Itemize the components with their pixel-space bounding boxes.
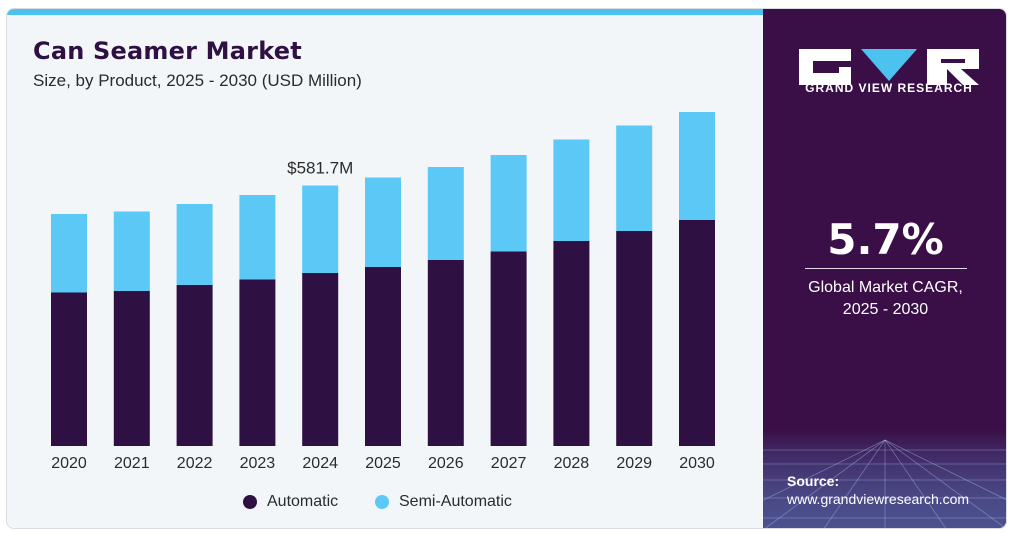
bar-semi-automatic-2023 <box>239 195 276 280</box>
x-tick-label-2027: 2027 <box>491 455 527 472</box>
bar-automatic-2027 <box>490 251 527 446</box>
source-url: www.grandviewresearch.com <box>787 491 970 507</box>
x-tick-label-2025: 2025 <box>365 455 401 472</box>
bar-automatic-2029 <box>616 231 653 446</box>
bar-automatic-2024 <box>302 273 339 446</box>
x-tick-label-2023: 2023 <box>240 455 276 472</box>
bar-automatic-2020 <box>51 292 87 446</box>
bar-automatic-2023 <box>239 279 276 446</box>
cagr-label-line1: Global Market CAGR, <box>808 279 963 296</box>
bar-automatic-2028 <box>553 241 590 446</box>
chart-title: Can Seamer Market <box>33 37 302 65</box>
legend-item-semi-automatic: Semi-Automatic <box>375 493 512 511</box>
grand-view-research-logo <box>799 49 979 85</box>
legend-label-automatic: Automatic <box>267 493 339 510</box>
x-tick-label-2026: 2026 <box>428 455 464 472</box>
bar-semi-automatic-2029 <box>616 125 653 231</box>
bar-semi-automatic-2020 <box>51 214 87 293</box>
bar-automatic-2025 <box>365 267 401 446</box>
bar-semi-automatic-2030 <box>679 112 715 220</box>
cagr-label-line2: 2025 - 2030 <box>842 301 929 318</box>
bar-automatic-2022 <box>176 285 213 446</box>
accent-bar <box>7 9 763 15</box>
bar-semi-automatic-2026 <box>427 167 464 260</box>
sidebar-panel: GRAND VIEW RESEARCH 5.7% Global Market C… <box>763 9 1006 528</box>
x-tick-label-2029: 2029 <box>616 455 652 472</box>
x-tick-label-2030: 2030 <box>679 455 715 472</box>
chart-card: Can Seamer Market Size, by Product, 2025… <box>6 8 1007 529</box>
source-label: Source: <box>787 473 840 489</box>
bar-semi-automatic-2021 <box>113 211 150 291</box>
bar-semi-automatic-2027 <box>490 155 527 252</box>
bar-automatic-2026 <box>427 260 464 446</box>
bar-semi-automatic-2024 <box>302 185 339 273</box>
bar-semi-automatic-2028 <box>553 139 590 241</box>
x-tick-label-2022: 2022 <box>177 455 213 472</box>
cagr-value: 5.7% <box>827 215 944 264</box>
brand-name: GRAND VIEW RESEARCH <box>805 81 973 95</box>
legend-item-automatic: Automatic <box>243 493 338 511</box>
chart-subtitle: Size, by Product, 2025 - 2030 (USD Milli… <box>33 71 362 90</box>
x-tick-label-2024: 2024 <box>302 455 338 472</box>
x-tick-label-2021: 2021 <box>114 455 150 472</box>
legend-swatch-automatic <box>243 495 257 509</box>
cagr-divider <box>805 268 967 269</box>
bar-semi-automatic-2022 <box>176 204 213 285</box>
legend-swatch-semi-automatic <box>375 495 389 509</box>
x-tick-label-2028: 2028 <box>554 455 590 472</box>
grid-decoration <box>763 430 1006 528</box>
bar-chart: 2020 2021 2022 2023 2024 2025 2026 2027 2028 2029… <box>51 112 715 472</box>
data-label-2024: $581.7M <box>287 159 353 178</box>
cagr-label: Global Market CAGR, 2025 - 2030 <box>763 277 1006 321</box>
bar-automatic-2030 <box>679 220 715 446</box>
x-tick-label-2020: 2020 <box>51 455 87 472</box>
legend-label-semi-automatic: Semi-Automatic <box>399 493 512 510</box>
bar-automatic-2021 <box>113 291 150 446</box>
bar-semi-automatic-2025 <box>365 177 401 267</box>
